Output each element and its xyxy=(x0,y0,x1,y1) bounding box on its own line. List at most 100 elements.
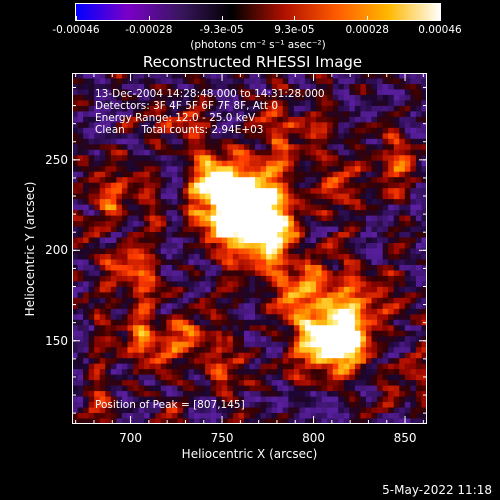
heatmap-cell xyxy=(221,94,228,101)
heatmap-cell xyxy=(338,314,345,321)
heatmap-cell xyxy=(316,308,323,315)
heatmap-cell xyxy=(160,347,167,354)
heatmap-cell xyxy=(293,127,300,134)
heatmap-cell xyxy=(321,122,328,129)
heatmap-cell xyxy=(149,210,156,216)
heatmap-cell xyxy=(83,177,90,184)
heatmap-cell xyxy=(332,248,339,255)
heatmap-cell xyxy=(110,210,117,216)
heatmap-cell xyxy=(205,155,212,162)
heatmap-cell xyxy=(199,314,206,321)
heatmap-cell xyxy=(94,237,101,244)
heatmap-cell xyxy=(177,182,184,189)
heatmap-cell xyxy=(399,199,406,206)
heatmap-cell xyxy=(121,127,128,134)
heatmap-cell xyxy=(105,122,112,129)
heatmap-cell xyxy=(260,171,267,178)
heatmap-cell xyxy=(188,78,195,85)
heatmap-cell xyxy=(227,144,234,151)
heatmap-cell xyxy=(182,275,189,282)
heatmap-cell xyxy=(404,369,411,376)
heatmap-cell xyxy=(166,286,173,293)
colorbar-tick-mark xyxy=(440,16,441,21)
heatmap-cell xyxy=(255,94,261,101)
heatmap-cell xyxy=(327,402,334,408)
heatmap-cell xyxy=(260,149,267,156)
heatmap-cell xyxy=(354,160,361,167)
heatmap-cell xyxy=(105,253,112,260)
heatmap-cell xyxy=(371,210,378,216)
heatmap-cell xyxy=(72,204,78,211)
heatmap-cell xyxy=(415,155,422,162)
heatmap-cell xyxy=(138,308,145,315)
heatmap-cell xyxy=(105,391,112,397)
heatmap-cell xyxy=(371,385,378,392)
heatmap-cell xyxy=(177,380,184,387)
heatmap-cell xyxy=(188,105,195,112)
heatmap-cell xyxy=(138,325,145,332)
heatmap-cell xyxy=(282,133,289,140)
heatmap-cell xyxy=(88,418,95,424)
heatmap-cell xyxy=(121,297,128,304)
heatmap-cell xyxy=(144,308,151,315)
heatmap-cell xyxy=(133,122,139,129)
heatmap-cell xyxy=(155,402,162,408)
heatmap-cell xyxy=(332,308,339,315)
heatmap-cell xyxy=(155,325,162,332)
heatmap-cell xyxy=(232,193,239,200)
heatmap-cell xyxy=(205,325,212,332)
heatmap-cell xyxy=(415,127,422,134)
heatmap-cell xyxy=(354,94,361,101)
heatmap-cell xyxy=(88,243,95,249)
heatmap-cell xyxy=(88,188,95,195)
heatmap-cell xyxy=(99,314,106,321)
heatmap-cell xyxy=(194,215,200,222)
heatmap-cell xyxy=(421,248,427,255)
heatmap-cell xyxy=(144,78,151,85)
heatmap-cell xyxy=(327,221,334,227)
heatmap-cell xyxy=(399,89,406,96)
heatmap-cell xyxy=(110,325,117,332)
heatmap-cell xyxy=(332,275,339,282)
heatmap-cell xyxy=(72,177,78,184)
heatmap-cell xyxy=(377,314,384,321)
heatmap-cell xyxy=(127,407,134,414)
heatmap-cell xyxy=(277,210,284,216)
heatmap-cell xyxy=(160,369,167,376)
heatmap-cell xyxy=(316,286,323,293)
heatmap-cell xyxy=(338,253,345,260)
heatmap-cell xyxy=(410,314,417,321)
heatmap-cell xyxy=(77,226,84,233)
heatmap-cell xyxy=(116,325,123,332)
heatmap-cell xyxy=(166,171,173,178)
heatmap-cell xyxy=(316,210,323,216)
heatmap-cell xyxy=(299,363,306,370)
heatmap-cell xyxy=(83,363,90,370)
heatmap-cell xyxy=(99,413,106,419)
heatmap-cell xyxy=(388,215,395,222)
heatmap-cell xyxy=(288,210,295,216)
heatmap-cell xyxy=(249,259,256,266)
heatmap-cell xyxy=(171,127,178,134)
heatmap-cell xyxy=(105,215,112,222)
heatmap-cell xyxy=(116,122,123,129)
heatmap-cell xyxy=(177,396,184,403)
heatmap-cell xyxy=(382,248,389,255)
heatmap-cell xyxy=(243,248,250,255)
heatmap-cell xyxy=(77,308,84,315)
heatmap-cell xyxy=(199,297,206,304)
heatmap-cell xyxy=(194,407,200,414)
heatmap-cell xyxy=(382,341,389,348)
heatmap-cell xyxy=(343,385,350,392)
heatmap-cell xyxy=(382,100,389,107)
heatmap-cell xyxy=(310,347,317,354)
heatmap-cell xyxy=(99,308,106,315)
heatmap-cell xyxy=(393,396,400,403)
heatmap-cell xyxy=(221,111,228,118)
heatmap-cell xyxy=(421,391,427,397)
heatmap-cell xyxy=(227,418,234,424)
heatmap-cell xyxy=(210,160,217,167)
heatmap-cell xyxy=(188,215,195,222)
heatmap-cell xyxy=(149,413,156,419)
heatmap-cell xyxy=(94,226,101,233)
